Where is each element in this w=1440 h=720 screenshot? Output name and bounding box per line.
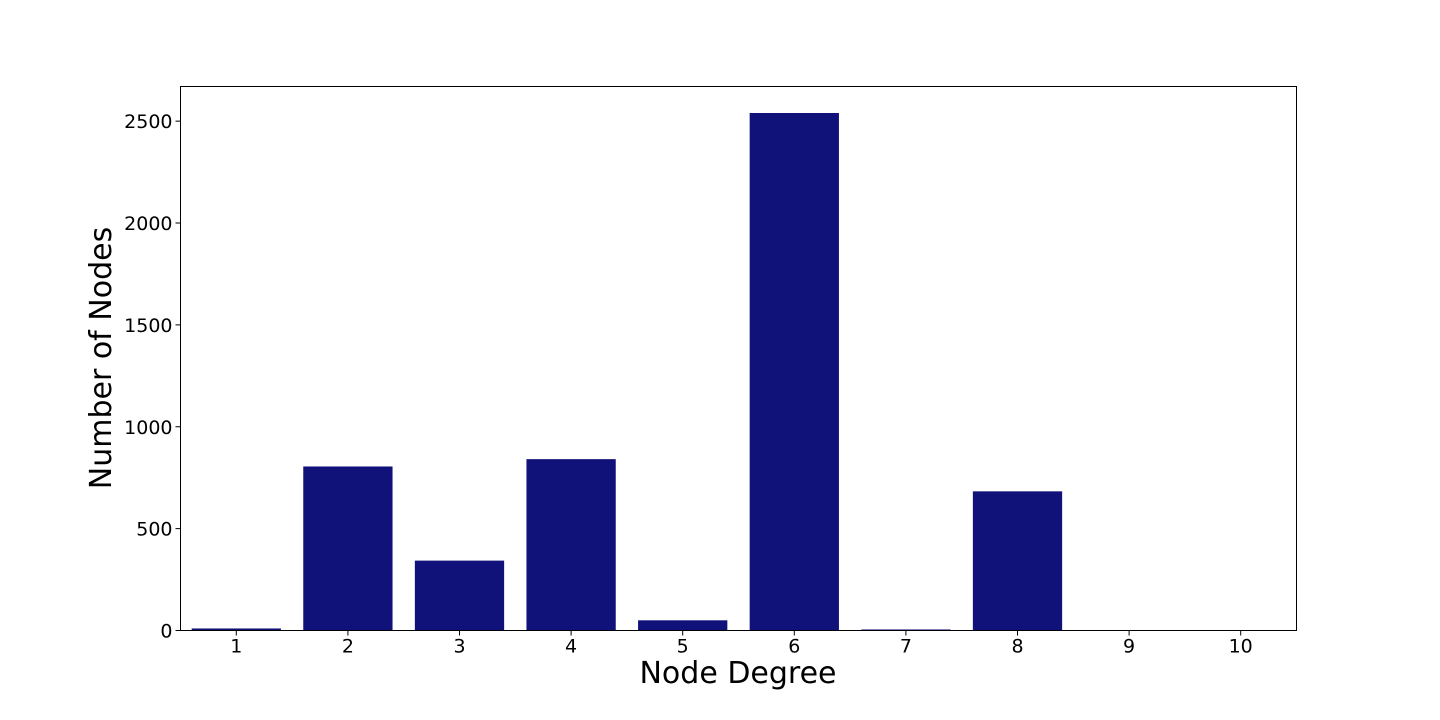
x-axis: 1 2 3 4 5 6 7 8 9 10 xyxy=(230,630,1253,658)
x-tick-label: 8 xyxy=(1011,636,1023,658)
x-tick-label: 6 xyxy=(788,636,800,658)
bar-4 xyxy=(526,459,616,631)
plot-frame xyxy=(180,86,1297,631)
bar-5 xyxy=(638,620,728,631)
bar-1 xyxy=(191,628,281,631)
x-tick-label: 9 xyxy=(1123,636,1135,658)
bar-6 xyxy=(749,112,839,631)
x-axis-title: Node Degree xyxy=(639,656,836,691)
bar-7 xyxy=(861,629,951,631)
x-tick-label: 5 xyxy=(677,636,689,658)
x-tick-label: 3 xyxy=(453,636,465,658)
x-tick-label: 4 xyxy=(565,636,577,658)
y-tick-label: 0 xyxy=(160,621,172,643)
bar-8 xyxy=(972,491,1063,631)
y-axis: 0 500 1000 1500 2000 2500 xyxy=(124,111,181,643)
bar-3 xyxy=(414,560,505,631)
bars-group xyxy=(191,112,1063,631)
bar-2 xyxy=(303,466,393,631)
y-axis-title: Number of Nodes xyxy=(84,227,119,489)
y-tick-label: 1000 xyxy=(124,417,172,439)
y-tick-label: 500 xyxy=(136,519,172,541)
y-tick-label: 2500 xyxy=(124,111,172,133)
x-tick-label: 1 xyxy=(230,636,242,658)
y-tick-label: 1500 xyxy=(124,315,172,337)
x-tick-label: 7 xyxy=(900,636,912,658)
x-tick-label: 2 xyxy=(342,636,354,658)
y-tick-label: 2000 xyxy=(124,213,172,235)
x-tick-label: 10 xyxy=(1229,636,1253,658)
